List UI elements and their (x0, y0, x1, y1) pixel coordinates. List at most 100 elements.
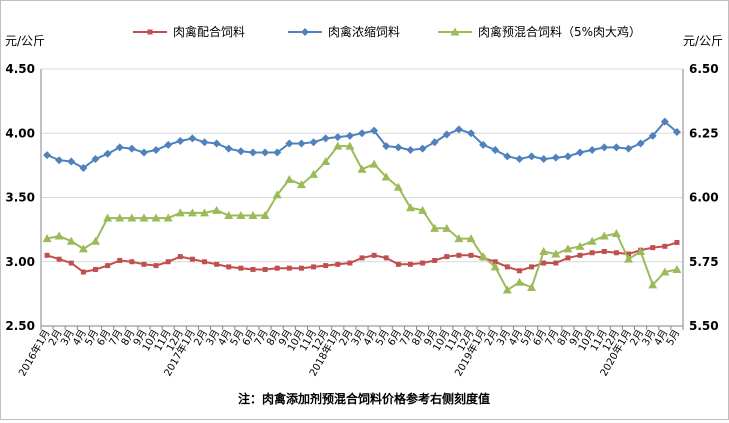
data-point (333, 141, 343, 150)
data-point (491, 145, 500, 154)
data-point (238, 265, 244, 271)
data-point (407, 261, 413, 267)
data-point (648, 131, 657, 140)
data-point (236, 147, 245, 156)
data-point (563, 152, 572, 161)
data-point (44, 252, 50, 258)
data-point (623, 254, 633, 263)
data-point (165, 259, 171, 265)
data-point (103, 213, 113, 222)
data-point (321, 157, 331, 166)
data-point (381, 172, 391, 181)
data-point (527, 282, 537, 291)
data-point (54, 231, 64, 240)
data-point (274, 265, 280, 271)
data-point (589, 250, 595, 256)
data-point (248, 210, 258, 219)
data-point (115, 213, 125, 222)
left-axis-unit: 元/公斤 (5, 34, 45, 48)
data-point (309, 169, 319, 178)
data-point (539, 154, 548, 163)
data-point (468, 252, 474, 258)
data-point (503, 152, 512, 161)
data-point (176, 136, 185, 145)
data-point (587, 236, 597, 245)
data-point (93, 266, 99, 272)
data-point (67, 157, 76, 166)
series-3 (42, 141, 682, 294)
data-point (660, 117, 669, 126)
data-point (212, 205, 222, 214)
data-point (466, 234, 476, 243)
data-point (163, 213, 173, 222)
right-y-tick-label: 5.75 (689, 255, 719, 269)
data-point (117, 257, 123, 263)
chart-note: 注：肉禽添加剂预混合饲料价格参考右侧刻度值 (238, 391, 490, 406)
data-point (576, 148, 585, 157)
left-y-tick-label: 4.50 (5, 62, 35, 76)
data-point (450, 27, 460, 36)
data-point (175, 208, 185, 217)
data-point (357, 164, 367, 173)
data-point (467, 129, 476, 138)
data-point (250, 266, 256, 272)
data-point (418, 205, 428, 214)
data-point (359, 255, 365, 261)
data-point (42, 234, 52, 243)
data-point (301, 28, 309, 36)
data-point (91, 236, 101, 245)
data-point (418, 144, 427, 153)
data-point (115, 143, 124, 152)
data-point (624, 144, 633, 153)
data-point (502, 285, 512, 294)
data-point (479, 140, 488, 149)
data-point (601, 248, 607, 254)
data-point (188, 134, 197, 143)
series-2 (43, 117, 681, 172)
data-point (551, 153, 560, 162)
left-y-tick-label: 3.50 (5, 191, 35, 205)
data-point (625, 251, 631, 257)
data-point (492, 259, 498, 265)
data-point (442, 223, 452, 232)
legend-item: 肉禽配合饲料 (133, 24, 245, 39)
data-point (79, 163, 88, 172)
data-point (80, 269, 86, 275)
data-point (613, 250, 619, 256)
data-point (68, 260, 74, 266)
data-point (611, 228, 621, 237)
data-point (599, 231, 609, 240)
data-point (273, 148, 282, 157)
data-point (527, 152, 536, 161)
data-point (151, 213, 161, 222)
left-y-tick-label: 3.00 (5, 255, 35, 269)
data-point (224, 144, 233, 153)
data-point (541, 260, 547, 266)
data-point (515, 154, 524, 163)
data-point (636, 246, 646, 255)
right-y-tick-label: 6.25 (689, 126, 719, 140)
data-point (347, 260, 353, 266)
data-point (660, 267, 670, 276)
data-point (323, 263, 329, 269)
left-y-tick-label: 2.50 (5, 319, 35, 333)
data-point (454, 234, 464, 243)
series-layer (42, 117, 682, 294)
data-point (297, 139, 306, 148)
data-point (478, 252, 488, 261)
data-point (129, 259, 135, 265)
data-point (56, 256, 62, 262)
data-point (529, 264, 535, 270)
data-point (298, 265, 304, 271)
data-point (187, 208, 197, 217)
data-point (662, 243, 668, 249)
data-point (514, 277, 524, 286)
data-point (127, 213, 137, 222)
data-point (200, 138, 209, 147)
data-point (430, 223, 440, 232)
data-point (383, 255, 389, 261)
data-point (565, 255, 571, 261)
data-point (141, 261, 147, 267)
